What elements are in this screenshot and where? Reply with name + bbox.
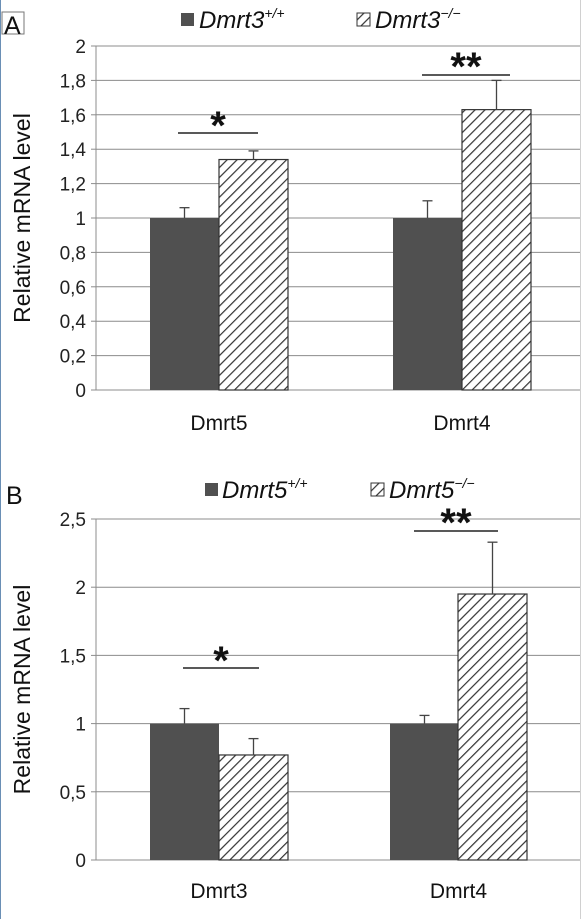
y-tick-label: 0,4 [60, 312, 87, 333]
panel-label: B [6, 482, 23, 510]
y-tick-label: 1 [75, 209, 86, 230]
legend-entry: Dmrt5−/− [389, 475, 475, 504]
bar [390, 723, 459, 860]
y-tick-label: 0 [75, 851, 86, 872]
panel-label: A [4, 12, 21, 40]
legend-superscript: +/+ [264, 5, 284, 21]
x-tick-label: Dmrt4 [433, 412, 490, 435]
y-tick-label: 1,5 [60, 646, 86, 667]
legend-superscript: −/− [440, 5, 460, 21]
legend-name: Dmrt3 [375, 7, 441, 34]
y-tick-label: 0 [75, 381, 86, 402]
legend-name: Dmrt3 [199, 7, 265, 34]
y-tick-label: 0,8 [60, 243, 86, 264]
legend-swatch-hatched [356, 12, 371, 27]
panel-b: 0 0,5 1 1,5 2 2,5 Dmrt3 Dmrt4 Relative mRNA leve… [6, 475, 580, 903]
significance-marker: ** [450, 45, 482, 89]
legend-swatch-solid [181, 13, 194, 26]
bar [150, 723, 219, 860]
y-axis-title: Relative mRNA level [9, 113, 35, 323]
x-tick-label: Dmrt5 [190, 412, 247, 435]
legend-name: Dmrt5 [389, 477, 455, 504]
panel-a: 0 0,2 0,4 0,6 0,8 1 1,2 1,4 1,6 1,8 2 Dmrt5 Dmrt4 Rel… [1, 5, 580, 435]
legend-superscript: −/− [454, 475, 474, 491]
legend-entry: Dmrt3+/+ [199, 5, 285, 34]
legend-entry: Dmrt5+/+ [222, 475, 308, 504]
bar [218, 158, 289, 391]
x-tick-label: Dmrt3 [190, 880, 247, 903]
y-tick-label: 2 [75, 578, 86, 599]
y-axis-title: Relative mRNA level [9, 585, 35, 795]
bar [218, 754, 289, 861]
significance-marker: * [213, 639, 229, 683]
x-tick-label: Dmrt4 [430, 880, 487, 903]
significance-marker: ** [440, 501, 472, 545]
y-tick-label: 0,5 [60, 783, 86, 804]
y-tick-label: 0,2 [60, 347, 86, 368]
y-tick-label: 1,8 [60, 71, 86, 92]
y-tick-label: 1 [75, 715, 86, 736]
panel-label-frame [1, 11, 25, 35]
legend-name: Dmrt5 [222, 477, 288, 504]
y-tick-label: 2 [75, 37, 86, 58]
y-tick-label: 1,4 [60, 140, 87, 161]
legend-swatch-hatched [370, 482, 385, 497]
legend-superscript: +/+ [287, 475, 307, 491]
bar [461, 109, 532, 391]
y-tick-label: 1,2 [60, 175, 86, 196]
y-tick-label: 2,5 [60, 510, 86, 531]
y-tick-label: 1,6 [60, 106, 86, 127]
y-tick-label: 0,6 [60, 278, 86, 299]
legend-swatch-solid [205, 483, 218, 496]
legend-entry: Dmrt3−/− [375, 5, 461, 34]
bar [393, 218, 462, 390]
bar [457, 593, 528, 861]
significance-marker: * [210, 104, 226, 148]
bar [150, 218, 219, 390]
